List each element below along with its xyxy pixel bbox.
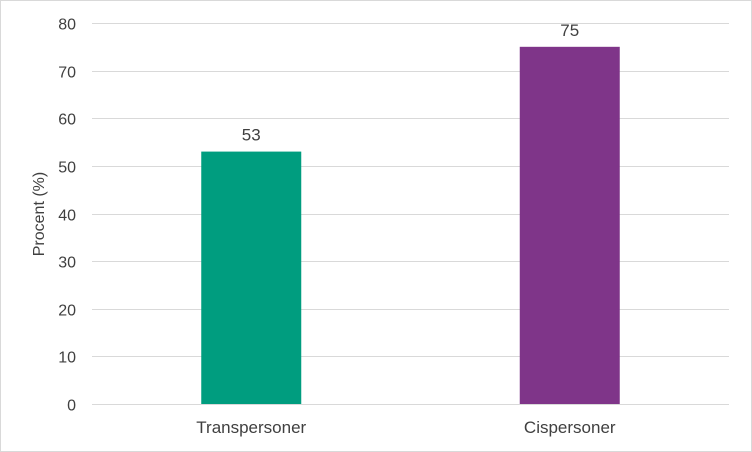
y-tick-label: 80 [58, 17, 76, 34]
y-axis-ticks: 0 10 20 30 40 50 60 70 80 [58, 17, 76, 415]
data-label-transpersoner: 53 [242, 126, 261, 145]
y-tick-label: 50 [58, 160, 76, 177]
data-labels: 53 75 [242, 21, 579, 145]
y-tick-label: 60 [58, 112, 76, 129]
y-tick-label: 0 [67, 398, 76, 415]
y-axis-title: Procent (%) [31, 172, 48, 256]
bar-transpersoner [201, 151, 302, 404]
data-label-cispersoner: 75 [560, 21, 579, 40]
y-tick-label: 70 [58, 65, 76, 82]
bars [201, 46, 620, 404]
x-axis-categories: Transpersoner Cispersoner [196, 418, 616, 437]
y-tick-label: 10 [58, 350, 76, 367]
gridlines [92, 23, 729, 405]
y-tick-label: 30 [58, 255, 76, 272]
y-tick-label: 20 [58, 303, 76, 320]
bar-cispersoner [519, 46, 620, 404]
category-label-transpersoner: Transpersoner [196, 418, 306, 437]
category-label-cispersoner: Cispersoner [524, 418, 616, 437]
y-tick-label: 40 [58, 208, 76, 225]
